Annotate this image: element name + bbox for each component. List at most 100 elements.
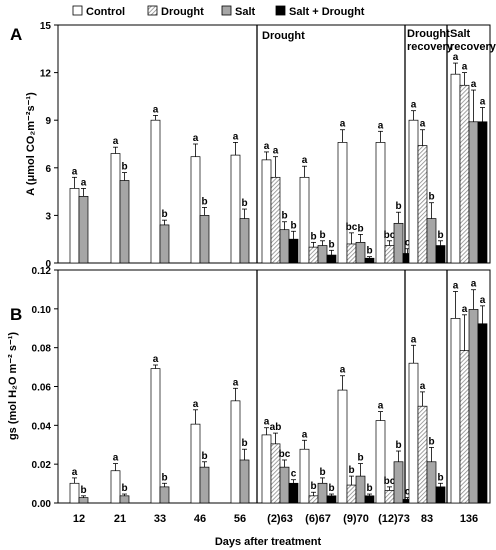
y-tick-label: 12: [40, 69, 52, 80]
panel-a-significance-letter: b: [366, 246, 372, 257]
panel-a-significance-letter: b: [328, 239, 334, 250]
y-tick-label: 3: [45, 211, 51, 222]
panel-b-significance-letter: b: [428, 436, 434, 447]
panel-a-bar-salt: [78, 196, 89, 264]
y-tick-label: 15: [40, 21, 52, 32]
panel-b-bar-control: [110, 470, 121, 504]
panel-a-significance-letter: a: [420, 119, 426, 130]
panel-b-bar-salt: [426, 461, 437, 504]
x-tick-label: 136: [460, 513, 478, 525]
panel-a-bar-salt: [317, 245, 328, 264]
legend-swatch-drought: [147, 5, 158, 16]
x-tick-label: 83: [421, 513, 433, 525]
x-tick-label: 33: [154, 513, 166, 525]
panel-b-bar-salt: [393, 461, 404, 504]
panel-a-bar-salt: [159, 224, 170, 264]
legend-label-control: Control: [86, 6, 125, 18]
panel-a-significance-letter: b: [428, 192, 434, 203]
panel-a-phase-salt-recovery-line1: Salt: [450, 28, 471, 40]
panel-b-significance-letter: b: [121, 483, 127, 494]
x-tick-label: 56: [234, 513, 246, 525]
panel-a-significance-letter: b: [310, 231, 316, 242]
panel-b-significance-letter: a: [378, 401, 384, 412]
panel-a-bar-salt: [426, 218, 437, 264]
panel-a-significance-letter: a: [153, 104, 159, 115]
panel-a-phase-salt-recovery-line2: recovery: [450, 41, 496, 53]
panel-a-bar-salt-drought: [288, 238, 299, 264]
panel-b-significance-letter: b: [395, 440, 401, 451]
panel-a-bar-salt-drought: [326, 254, 337, 264]
phase-dividers: [256, 25, 448, 503]
panel-label-a: A: [10, 25, 22, 44]
panel-a-significance-letter: a: [233, 131, 239, 142]
panel-a-significance-letter: a: [81, 177, 87, 188]
panel-a-bar-drought: [308, 246, 319, 264]
panel-b-bar-salt: [119, 495, 130, 504]
panel-b-bar-control: [230, 400, 241, 504]
panel-b-significance-letter: a: [462, 304, 468, 315]
y-tick-label: 0.00: [32, 499, 52, 510]
x-tick-label: (6)67: [305, 513, 331, 525]
panel-b-bar-control: [299, 448, 310, 504]
legend-swatch-salt: [221, 5, 232, 16]
panel-b-significance-letter: a: [411, 334, 417, 345]
y-tick-label: 9: [45, 116, 51, 127]
panel-a-y-ticks: 0 3 6 9 12 15: [40, 21, 58, 270]
y-tick-label: 0: [45, 259, 51, 270]
panel-a-bar-control: [408, 119, 419, 264]
panel-b-significance-letter: c: [291, 469, 297, 480]
panel-a-significance-letter: bc: [384, 230, 396, 241]
panel-b-significance-letter: a: [302, 429, 308, 440]
panel-b-bar-control: [150, 368, 161, 504]
panel-b-x-ticks: 12 21 33 46 56 (2)63 (6)67 (9)70 (12)73 83 136: [73, 513, 478, 525]
panel-b-significance-letter: b: [310, 481, 316, 492]
x-tick-label: 21: [114, 513, 126, 525]
panel-b-bar-salt-drought: [364, 495, 375, 504]
panel-a-significance-letter: b: [437, 230, 443, 241]
panel-a-bar-salt-drought: [364, 257, 375, 264]
panel-b-significance-letter: a: [471, 279, 477, 290]
panel-b-bar-salt-drought: [326, 495, 337, 504]
panel-b-significance-letter: a: [72, 467, 78, 478]
panel-a-bar-control: [261, 159, 272, 264]
panel-b-significance-letter: b: [366, 483, 372, 494]
panel-b-significance-letter: c: [405, 487, 411, 498]
panel-b-significance-letter: a: [153, 354, 159, 365]
y-tick-label: 0.06: [32, 383, 52, 394]
panel-b-bar-salt: [468, 309, 479, 504]
legend-swatch-salt-drought: [275, 5, 286, 16]
x-tick-label: 46: [194, 513, 206, 525]
panel-a-bar-drought: [459, 84, 470, 264]
panel-b-y-axis-label: gs (mol H₂O m⁻² s⁻¹): [7, 332, 19, 441]
panel-b-significance-letter: a: [340, 365, 346, 376]
panel-a-phase-drought-recovery-line2: recovery: [407, 41, 454, 53]
panel-a-significance-letter: a: [264, 141, 270, 152]
panel-b-significance-letter: ab: [270, 422, 282, 433]
panel-a-bar-salt: [279, 229, 290, 264]
x-axis-label: Days after treatment: [215, 536, 322, 548]
y-tick-label: 0.02: [32, 460, 52, 471]
panel-a-significance-letter: c: [405, 238, 411, 249]
panel-a-significance-letter: b: [121, 162, 127, 173]
panel-b-y-ticks: 0.00 0.02 0.04 0.06 0.08 0.10 0.12: [32, 266, 58, 510]
panel-a-bar-salt: [119, 180, 130, 264]
panel-a-significance-letter: a: [72, 166, 78, 177]
panel-a-significance-letter: b: [241, 198, 247, 209]
panel-label-b: B: [10, 305, 22, 324]
panel-b-bar-control: [408, 362, 419, 504]
panel-a-significance-letter: b: [319, 230, 325, 241]
panel-a-significance-letter: b: [201, 196, 207, 207]
panel-b-significance-letter: a: [193, 399, 199, 410]
panel-b-bar-drought: [346, 484, 357, 504]
x-tick-label: (2)63: [267, 513, 293, 525]
y-tick-label: 0.08: [32, 344, 52, 355]
y-tick-label: 0.12: [32, 266, 52, 277]
panel-b-significance-letter: a: [233, 377, 239, 388]
panel-b-bar-salt: [279, 466, 290, 504]
panel-a-y-axis-label: A (μmol CO₂m⁻²s⁻¹): [25, 92, 37, 196]
panel-b-bar-drought: [308, 495, 319, 504]
